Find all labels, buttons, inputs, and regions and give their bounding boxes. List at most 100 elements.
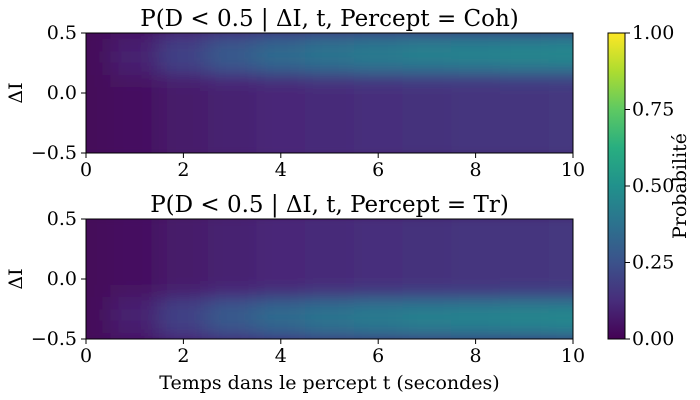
heatmap-cell xyxy=(353,51,404,64)
heatmap-cell xyxy=(451,87,501,100)
heatmap-cell xyxy=(305,225,355,238)
heatmap-cell xyxy=(451,135,501,148)
heatmap-cell xyxy=(86,51,111,64)
heatmap-cell xyxy=(86,39,111,52)
y-tick-label: 0.0 xyxy=(47,268,77,290)
heatmap-cell xyxy=(159,237,209,250)
heatmap-cell xyxy=(402,87,452,100)
heatmap-cell xyxy=(451,249,501,262)
heatmap-cell xyxy=(402,135,452,148)
heatmap-cell xyxy=(499,261,550,274)
heatmap-cell xyxy=(159,225,209,238)
heatmap-cell xyxy=(402,39,452,52)
heatmap-cell xyxy=(548,273,573,286)
heatmap-cell xyxy=(159,63,209,76)
heatmap-cell xyxy=(451,309,501,322)
x-tick-label: 2 xyxy=(177,159,189,181)
heatmap-cell xyxy=(256,249,306,262)
x-tick-label: 6 xyxy=(372,345,384,367)
heatmap-cell xyxy=(402,237,452,250)
heatmap-cell xyxy=(207,285,257,298)
heatmap-cell xyxy=(207,225,257,238)
heatmap-cell xyxy=(159,333,209,339)
colorbar-ticks: 0.00 0.25 0.50 0.75 1.00 xyxy=(625,22,674,350)
heatmap-cell xyxy=(402,111,452,124)
heatmap-cell xyxy=(256,225,306,238)
heatmap-cell xyxy=(548,285,573,298)
heatmap-cell xyxy=(353,99,404,112)
heatmap-cell xyxy=(86,261,111,274)
heatmap-cell xyxy=(548,39,573,52)
heatmap-cell xyxy=(207,297,257,310)
heatmap-cell xyxy=(499,219,550,226)
heatmap-cell xyxy=(207,39,257,52)
heatmap-cell xyxy=(159,249,209,262)
heatmap-cell xyxy=(305,39,355,52)
heatmap-cell xyxy=(402,75,452,88)
y-tick-label: −0.5 xyxy=(31,328,77,350)
heatmap-cell xyxy=(499,237,550,250)
heatmap-cell xyxy=(402,99,452,112)
heatmap-cell xyxy=(353,39,404,52)
heatmap-cell xyxy=(402,285,452,298)
y-axis-label-tr: ΔI xyxy=(5,268,27,289)
heatmap-cell xyxy=(402,261,452,274)
heatmap-cell xyxy=(256,261,306,274)
heatmap-cell xyxy=(256,135,306,148)
heatmap-cell xyxy=(402,33,452,40)
y-tick-label: −0.5 xyxy=(31,142,77,164)
heatmap-cell xyxy=(548,309,573,322)
heatmap-cell xyxy=(353,219,404,226)
heatmap-cell xyxy=(86,111,111,124)
heatmap-cell xyxy=(256,321,306,334)
heatmap-cell xyxy=(110,273,160,286)
heatmap-cell xyxy=(353,333,404,339)
heatmap-cell xyxy=(86,297,111,310)
heatmap-cell xyxy=(256,75,306,88)
colorbar-gradient xyxy=(608,33,625,339)
heatmap-cell xyxy=(548,63,573,76)
heatmap-cell xyxy=(256,33,306,40)
heatmap-cell xyxy=(86,237,111,250)
heatmap-cell xyxy=(110,333,160,339)
heatmap-cell xyxy=(110,63,160,76)
heatmap-cell xyxy=(305,273,355,286)
heatmap-cell xyxy=(207,249,257,262)
heatmap-cell xyxy=(159,39,209,52)
heatmap-cell xyxy=(305,87,355,100)
heatmap-cell xyxy=(159,51,209,64)
heatmap-cell xyxy=(207,111,257,124)
heatmap-cell xyxy=(110,225,160,238)
heatmap-cell xyxy=(256,297,306,310)
heatmap-cell xyxy=(305,261,355,274)
heatmap-cell xyxy=(402,219,452,226)
heatmap-cell xyxy=(499,297,550,310)
heatmap-cell xyxy=(86,333,111,339)
heatmap-cell xyxy=(110,123,160,136)
heatmap-cell xyxy=(451,333,501,339)
heatmap-cell xyxy=(548,51,573,64)
heatmap-cell xyxy=(207,51,257,64)
heatmap-cell xyxy=(353,297,404,310)
heatmap-cell xyxy=(353,75,404,88)
heatmap-cell xyxy=(110,261,160,274)
y-axis-coh: 0.5 0.0 −0.5 xyxy=(31,22,86,164)
heatmap-cell xyxy=(159,261,209,274)
heatmap-cell xyxy=(207,147,257,153)
y-tick-label: 0.5 xyxy=(47,208,77,230)
heatmap-cell xyxy=(256,51,306,64)
x-tick-label: 10 xyxy=(561,159,585,181)
heatmap-cell xyxy=(305,237,355,250)
heatmap-cell xyxy=(402,297,452,310)
heatmap-cell xyxy=(256,237,306,250)
heatmap-cell xyxy=(353,33,404,40)
heatmap-cell xyxy=(402,123,452,136)
heatmap-cell xyxy=(86,63,111,76)
heatmap-cell xyxy=(256,285,306,298)
heatmap-cell xyxy=(159,99,209,112)
colorbar-tick-label: 0.75 xyxy=(632,99,674,121)
x-tick-label: 10 xyxy=(561,345,585,367)
heatmap-cell xyxy=(256,123,306,136)
heatmap-cell xyxy=(110,39,160,52)
